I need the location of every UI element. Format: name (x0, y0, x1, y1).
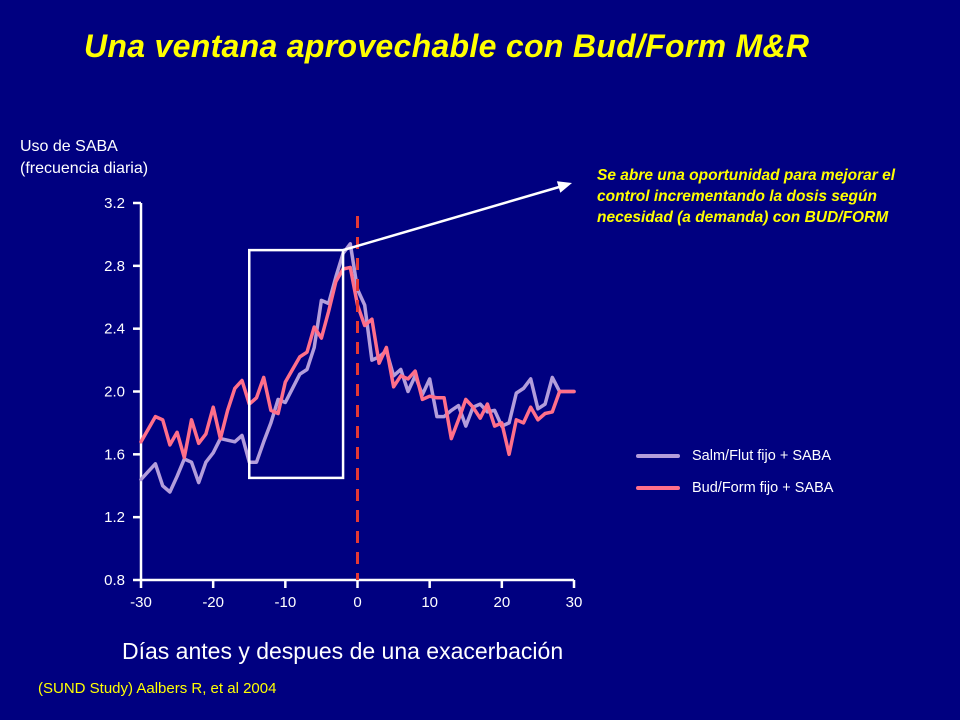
y-tick-label: 2.4 (104, 321, 125, 338)
legend-swatch-salm-flut (636, 454, 680, 458)
x-tick-label: 20 (493, 594, 510, 611)
y-axis-title-line-1: Uso de SABA (20, 138, 118, 155)
legend-item-salm-flut: Salm/Flut fijo + SABA (636, 440, 833, 472)
x-tick-label: 30 (566, 594, 583, 611)
y-axis-title: Uso de SABA (frecuencia diaria) (20, 136, 148, 180)
legend-swatch-bud-form (636, 486, 680, 490)
chart-ticks: 0.8 1.2 1.6 2.0 2.4 2.8 3.2 -30 -20 -10 0 10 20 30 (104, 195, 582, 611)
legend-label-salm-flut: Salm/Flut fijo + SABA (692, 448, 832, 464)
y-tick-label: 0.8 (104, 572, 125, 589)
chart-legend: Salm/Flut fijo + SABA Bud/Form fijo + SA… (636, 440, 833, 504)
legend-label-bud-form: Bud/Form fijo + SABA (692, 480, 834, 496)
legend-item-bud-form: Bud/Form fijo + SABA (636, 472, 833, 504)
x-tick-label: 0 (353, 594, 361, 611)
x-tick-label: -30 (130, 594, 152, 611)
y-tick-label: 3.2 (104, 195, 125, 212)
source-citation: (SUND Study) Aalbers R, et al 2004 (38, 680, 277, 697)
chart-overlay (248, 181, 572, 580)
y-tick-label: 1.2 (104, 509, 125, 526)
opportunity-annotation: Se abre una oportunidad para mejorar el … (597, 167, 896, 226)
x-axis-title: Días antes y despues de una exacerbación (122, 638, 564, 664)
y-axis-title-line-2: (frecuencia diaria) (20, 160, 149, 177)
highlight-window-box (248, 248, 345, 480)
x-tick-label: -10 (274, 594, 296, 611)
y-tick-label: 2.8 (104, 258, 125, 275)
x-tick-label: -20 (202, 594, 224, 611)
x-tick-label: 10 (421, 594, 438, 611)
slide-title: Una ventana aprovechable con Bud/Form M&… (84, 28, 810, 64)
annotation-arrow-line (342, 183, 567, 252)
y-tick-label: 1.6 (104, 446, 125, 463)
y-tick-label: 2.0 (104, 384, 125, 401)
annotation-arrow-head (556, 181, 572, 193)
